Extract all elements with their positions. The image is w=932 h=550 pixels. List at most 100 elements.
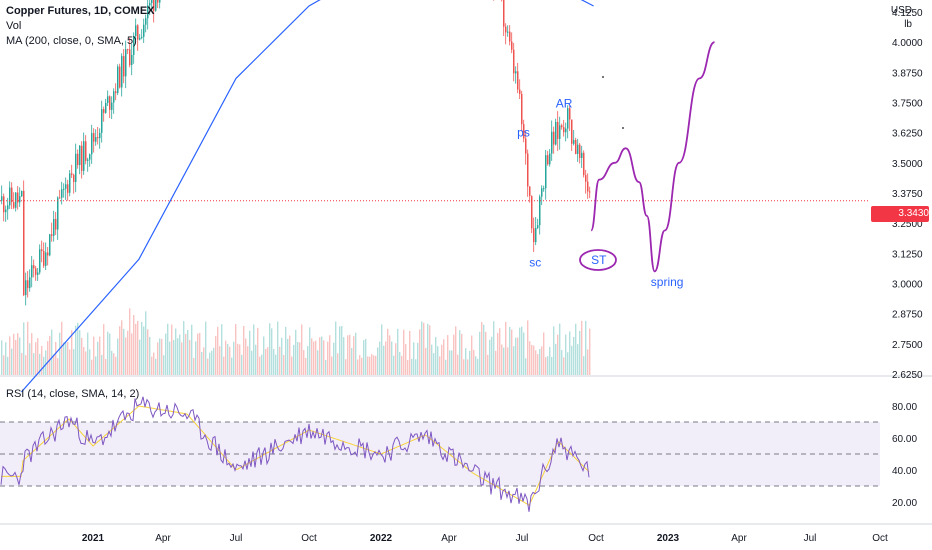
volume-bar xyxy=(319,337,321,375)
volume-bar xyxy=(233,341,235,375)
candle-body xyxy=(89,154,91,160)
volume-bar xyxy=(63,342,65,375)
volume-bar xyxy=(71,330,73,375)
volume-bar xyxy=(507,347,509,375)
volume-bar xyxy=(459,330,461,375)
volume-bar xyxy=(11,348,13,375)
volume-bar xyxy=(223,356,225,375)
volume-bar xyxy=(183,321,185,375)
volume-bar xyxy=(347,335,349,375)
volume-bar xyxy=(29,343,31,375)
volume-bar xyxy=(215,336,217,375)
volume-bar xyxy=(393,355,395,375)
volume-bar xyxy=(253,324,255,375)
volume-bar xyxy=(153,352,155,375)
volume-bar xyxy=(315,340,317,375)
volume-bar xyxy=(389,335,391,375)
volume-bar xyxy=(453,334,455,375)
time-tick-label: Oct xyxy=(301,533,317,544)
volume-bar xyxy=(221,324,223,375)
price-tick-label: 3.6250 xyxy=(892,129,923,140)
volume-bar xyxy=(397,328,399,375)
candle-body xyxy=(37,272,39,275)
candle-body xyxy=(7,205,9,210)
volume-bar xyxy=(477,358,479,375)
candle-body xyxy=(17,192,19,203)
volume-bar xyxy=(39,353,41,375)
volume-bar xyxy=(137,320,139,375)
volume-bar xyxy=(553,326,555,375)
volume-bar xyxy=(47,341,49,375)
volume-bar xyxy=(589,328,591,375)
volume-bar xyxy=(19,337,21,375)
time-tick-label: Jul xyxy=(516,533,529,544)
volume-bar xyxy=(373,355,375,375)
volume-bar xyxy=(235,323,237,375)
volume-bar xyxy=(83,347,85,375)
volume-bar xyxy=(327,341,329,375)
volume-bar xyxy=(291,356,293,375)
volume-bar xyxy=(425,347,427,375)
volume-bar xyxy=(481,322,483,375)
volume-bar xyxy=(157,342,159,375)
volume-bar xyxy=(543,332,545,375)
volume-bar xyxy=(57,358,59,375)
volume-bar xyxy=(497,333,499,375)
volume-bar xyxy=(479,331,481,375)
volume-bar xyxy=(331,356,333,375)
candle-body xyxy=(581,152,583,158)
volume-bar xyxy=(561,350,563,375)
candle-body xyxy=(503,0,505,27)
candle-body xyxy=(571,119,573,144)
candle-body xyxy=(529,186,531,197)
volume-bar xyxy=(377,347,379,375)
volume-bar xyxy=(537,354,539,375)
candle-body xyxy=(65,184,67,189)
volume-bar xyxy=(369,356,371,375)
volume-bar xyxy=(405,344,407,375)
volume-bar xyxy=(229,346,231,375)
volume-bar xyxy=(269,323,271,375)
candle-body xyxy=(533,228,535,243)
volume-bar xyxy=(325,359,327,375)
volume-bar xyxy=(455,326,457,375)
candle-body xyxy=(71,173,73,175)
rsi-line xyxy=(0,396,590,512)
volume-bar xyxy=(471,335,473,375)
candle-body xyxy=(583,152,585,176)
volume-bar xyxy=(299,342,301,375)
volume-bar xyxy=(101,354,103,375)
volume-bar xyxy=(495,350,497,375)
candle-body xyxy=(63,188,65,190)
volume-bar xyxy=(177,338,179,375)
volume-bar xyxy=(159,338,161,375)
volume-bar xyxy=(251,350,253,375)
candle-body xyxy=(123,56,125,77)
candle-body xyxy=(527,153,529,187)
volume-bar xyxy=(145,311,147,375)
volume-bar xyxy=(289,335,291,375)
candle-body xyxy=(159,0,161,3)
volume-bar xyxy=(523,332,525,375)
volume-bar xyxy=(473,349,475,375)
candle-body xyxy=(31,265,33,278)
candle-body xyxy=(21,190,23,197)
volume-bar xyxy=(529,341,531,375)
volume-bar xyxy=(231,357,233,375)
candle-body xyxy=(115,91,117,93)
volume-bar xyxy=(227,343,229,375)
volume-bar xyxy=(147,329,149,375)
volume-bar xyxy=(31,333,33,375)
volume-bar xyxy=(187,329,189,375)
candle-body xyxy=(129,49,131,66)
volume-bar xyxy=(509,326,511,375)
volume-bar xyxy=(81,337,83,375)
volume-bar xyxy=(483,324,485,375)
candle-body xyxy=(515,71,517,74)
volume-bar xyxy=(323,340,325,375)
volume-bar xyxy=(113,353,115,375)
candle-body xyxy=(75,153,77,182)
volume-bar xyxy=(431,344,433,375)
